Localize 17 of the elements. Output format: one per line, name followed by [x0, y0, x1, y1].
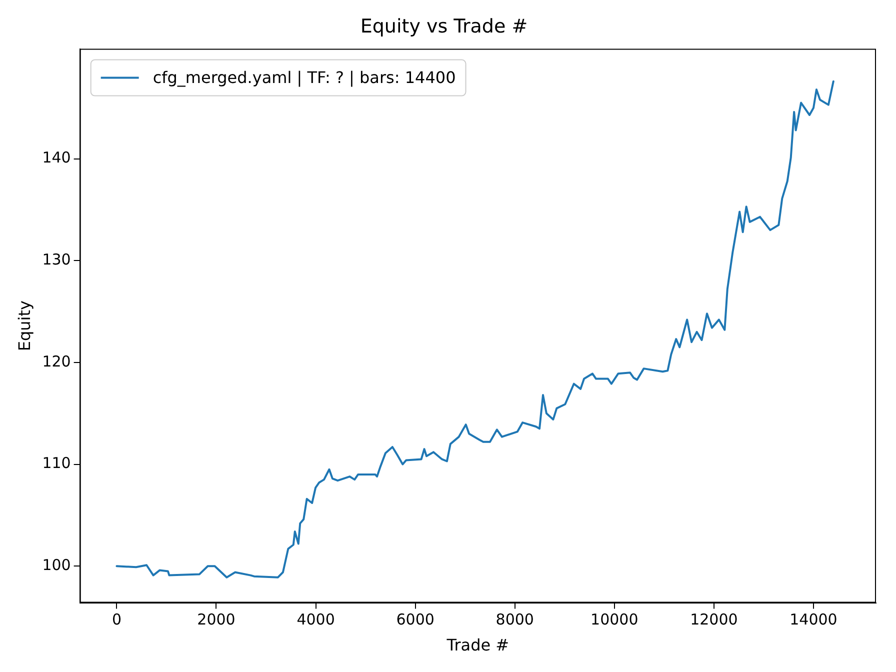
chart-title: Equity vs Trade # [360, 15, 528, 38]
y-tick-label: 130 [42, 250, 71, 269]
y-axis-title: Equity [14, 300, 34, 352]
x-axis-title: Trade # [446, 636, 510, 655]
x-tick-label: 2000 [197, 610, 236, 629]
x-tick-label: 8000 [496, 610, 534, 629]
y-tick-label: 100 [42, 556, 71, 574]
x-tick-label: 14000 [790, 610, 838, 629]
y-tick-label: 110 [42, 454, 71, 472]
x-tick-label: 4000 [296, 610, 335, 629]
y-tick-label: 140 [42, 148, 71, 167]
x-tick-label: 10000 [590, 610, 638, 629]
y-tick-label: 120 [42, 352, 71, 370]
x-tick-label: 0 [112, 610, 122, 629]
x-tick-label: 12000 [690, 610, 738, 629]
legend-label: cfg_merged.yaml | TF: ? | bars: 14400 [152, 68, 456, 87]
x-tick-label: 6000 [396, 610, 434, 629]
